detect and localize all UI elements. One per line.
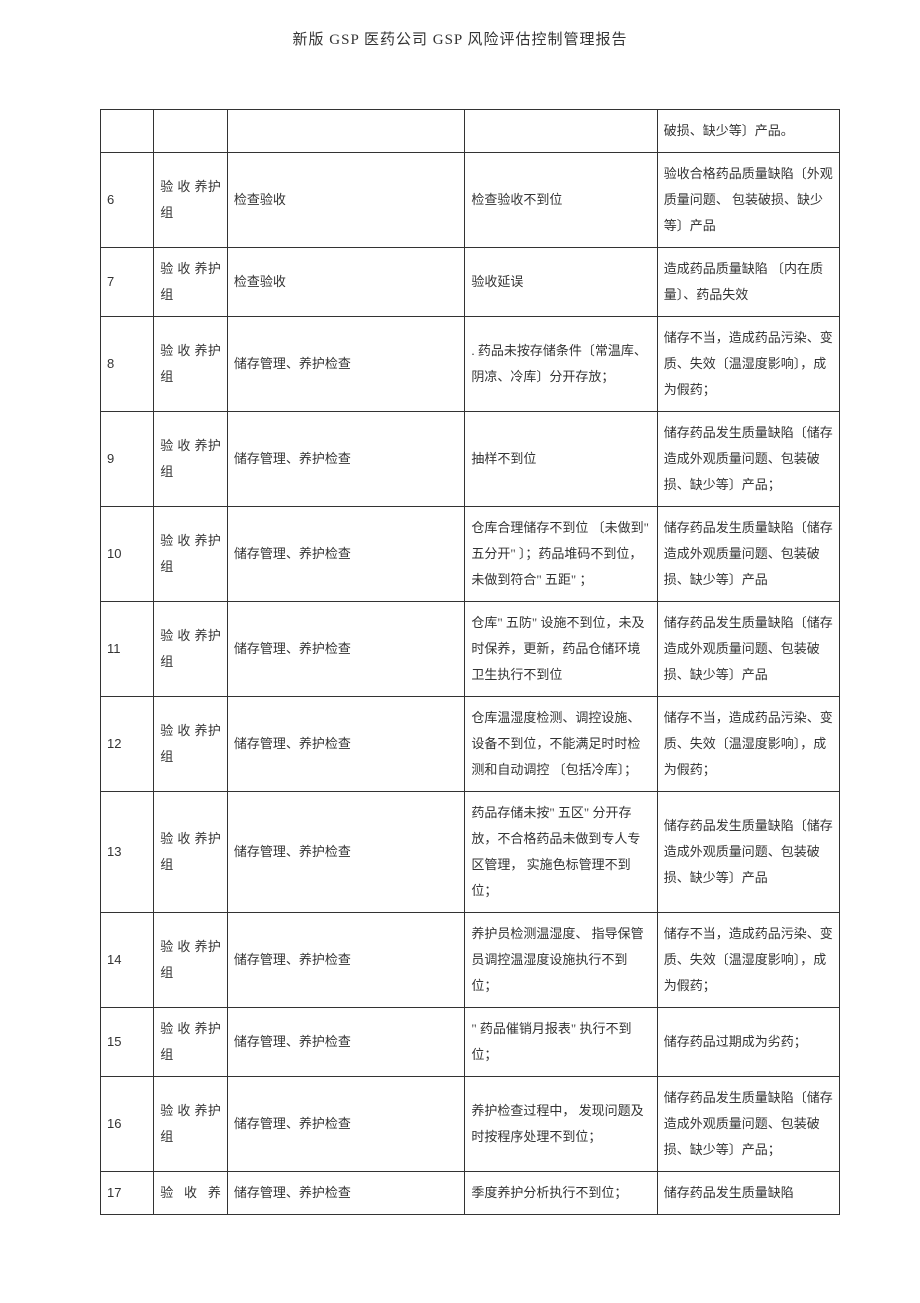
- cell-num: 7: [101, 248, 154, 317]
- cell-consequence: 储存不当，造成药品污染、变质、失效〔温湿度影响〕，成为假药；: [657, 913, 839, 1008]
- cell-activity: 储存管理、养护检查: [227, 1008, 464, 1077]
- table-row: 12验 收 养护组储存管理、养护检查仓库温湿度检测、调控设施、设备不到位，不能满…: [101, 697, 840, 792]
- cell-group: [154, 110, 228, 153]
- cell-consequence: 储存药品过期成为劣药；: [657, 1008, 839, 1077]
- cell-num: 11: [101, 602, 154, 697]
- cell-activity: 储存管理、养护检查: [227, 913, 464, 1008]
- cell-num: 9: [101, 412, 154, 507]
- cell-consequence: 储存不当，造成药品污染、变质、失效〔温湿度影响〕，成为假药；: [657, 317, 839, 412]
- cell-group: 验 收 养: [154, 1172, 228, 1215]
- cell-activity: [227, 110, 464, 153]
- cell-risk: " 药品催销月报表" 执行不到位；: [465, 1008, 657, 1077]
- cell-activity: 储存管理、养护检查: [227, 602, 464, 697]
- cell-consequence: 储存药品发生质量缺陷: [657, 1172, 839, 1215]
- cell-activity: 储存管理、养护检查: [227, 792, 464, 913]
- cell-num: 13: [101, 792, 154, 913]
- cell-risk: 抽样不到位: [465, 412, 657, 507]
- table-row: 11验 收 养护组储存管理、养护检查仓库" 五防" 设施不到位，未及时保养，更新…: [101, 602, 840, 697]
- cell-risk: 仓库温湿度检测、调控设施、设备不到位，不能满足时时检测和自动调控 〔包括冷库〕；: [465, 697, 657, 792]
- risk-table: 破损、缺少等〕产品。6验 收 养护组检查验收检查验收不到位验收合格药品质量缺陷〔…: [100, 109, 840, 1215]
- table-row: 16验 收 养护组储存管理、养护检查养护检查过程中， 发现问题及时按程序处理不到…: [101, 1077, 840, 1172]
- cell-consequence: 储存药品发生质量缺陷〔储存造成外观质量问题、包装破损、缺少等〕产品: [657, 507, 839, 602]
- cell-risk: 仓库" 五防" 设施不到位，未及时保养，更新，药品仓储环境卫生执行不到位: [465, 602, 657, 697]
- cell-consequence: 储存药品发生质量缺陷〔储存造成外观质量问题、包装破损、缺少等〕产品；: [657, 412, 839, 507]
- cell-consequence: 储存不当，造成药品污染、变质、失效〔温湿度影响〕，成为假药；: [657, 697, 839, 792]
- document-page: 新版 GSP 医药公司 GSP 风险评估控制管理报告 破损、缺少等〕产品。6验 …: [0, 0, 920, 1215]
- cell-num: 8: [101, 317, 154, 412]
- cell-consequence: 储存药品发生质量缺陷〔储存造成外观质量问题、包装破损、缺少等〕产品: [657, 792, 839, 913]
- cell-risk: 仓库合理储存不到位 〔未做到" 五分开" 〕；药品堆码不到位，未做到符合" 五距…: [465, 507, 657, 602]
- table-row: 9验 收 养护组储存管理、养护检查抽样不到位储存药品发生质量缺陷〔储存造成外观质…: [101, 412, 840, 507]
- cell-activity: 储存管理、养护检查: [227, 1172, 464, 1215]
- cell-num: 15: [101, 1008, 154, 1077]
- table-row: 15验 收 养护组储存管理、养护检查" 药品催销月报表" 执行不到位；储存药品过…: [101, 1008, 840, 1077]
- cell-activity: 储存管理、养护检查: [227, 317, 464, 412]
- risk-table-body: 破损、缺少等〕产品。6验 收 养护组检查验收检查验收不到位验收合格药品质量缺陷〔…: [101, 110, 840, 1215]
- cell-risk: 验收延误: [465, 248, 657, 317]
- cell-activity: 储存管理、养护检查: [227, 412, 464, 507]
- cell-activity: 储存管理、养护检查: [227, 1077, 464, 1172]
- cell-consequence: 破损、缺少等〕产品。: [657, 110, 839, 153]
- table-row: 14验 收 养护组储存管理、养护检查养护员检测温湿度、 指导保管员调控温湿度设施…: [101, 913, 840, 1008]
- table-row: 6验 收 养护组检查验收检查验收不到位验收合格药品质量缺陷〔外观质量问题、 包装…: [101, 153, 840, 248]
- cell-group: 验 收 养护组: [154, 913, 228, 1008]
- cell-num: 6: [101, 153, 154, 248]
- cell-num: [101, 110, 154, 153]
- cell-group: 验 收 养护组: [154, 792, 228, 913]
- cell-group: 验 收 养护组: [154, 602, 228, 697]
- cell-risk: . 药品未按存储条件〔常温库、阴凉、冷库〕分开存放；: [465, 317, 657, 412]
- cell-risk: [465, 110, 657, 153]
- cell-risk: 检查验收不到位: [465, 153, 657, 248]
- table-row: 13验 收 养护组储存管理、养护检查药品存储未按" 五区" 分开存放，不合格药品…: [101, 792, 840, 913]
- cell-group: 验 收 养护组: [154, 153, 228, 248]
- cell-consequence: 造成药品质量缺陷 〔内在质量〕、药品失效: [657, 248, 839, 317]
- cell-risk: 养护员检测温湿度、 指导保管员调控温湿度设施执行不到位；: [465, 913, 657, 1008]
- table-row: 17验 收 养储存管理、养护检查季度养护分析执行不到位；储存药品发生质量缺陷: [101, 1172, 840, 1215]
- cell-num: 10: [101, 507, 154, 602]
- cell-group: 验 收 养护组: [154, 507, 228, 602]
- cell-consequence: 储存药品发生质量缺陷〔储存造成外观质量问题、包装破损、缺少等〕产品: [657, 602, 839, 697]
- cell-activity: 检查验收: [227, 153, 464, 248]
- cell-risk: 季度养护分析执行不到位；: [465, 1172, 657, 1215]
- cell-group: 验 收 养护组: [154, 248, 228, 317]
- cell-consequence: 验收合格药品质量缺陷〔外观质量问题、 包装破损、缺少等〕产品: [657, 153, 839, 248]
- cell-group: 验 收 养护组: [154, 1077, 228, 1172]
- cell-num: 16: [101, 1077, 154, 1172]
- table-row: 7验 收 养护组检查验收验收延误造成药品质量缺陷 〔内在质量〕、药品失效: [101, 248, 840, 317]
- cell-num: 14: [101, 913, 154, 1008]
- page-title: 新版 GSP 医药公司 GSP 风险评估控制管理报告: [0, 28, 920, 49]
- cell-group: 验 收 养护组: [154, 1008, 228, 1077]
- cell-risk: 药品存储未按" 五区" 分开存放，不合格药品未做到专人专区管理， 实施色标管理不…: [465, 792, 657, 913]
- cell-consequence: 储存药品发生质量缺陷〔储存造成外观质量问题、包装破损、缺少等〕产品；: [657, 1077, 839, 1172]
- cell-group: 验 收 养护组: [154, 317, 228, 412]
- cell-activity: 储存管理、养护检查: [227, 697, 464, 792]
- cell-num: 17: [101, 1172, 154, 1215]
- cell-risk: 养护检查过程中， 发现问题及时按程序处理不到位；: [465, 1077, 657, 1172]
- cell-group: 验 收 养护组: [154, 697, 228, 792]
- cell-group: 验 收 养护组: [154, 412, 228, 507]
- cell-activity: 储存管理、养护检查: [227, 507, 464, 602]
- table-row: 破损、缺少等〕产品。: [101, 110, 840, 153]
- cell-num: 12: [101, 697, 154, 792]
- table-row: 10验 收 养护组储存管理、养护检查仓库合理储存不到位 〔未做到" 五分开" 〕…: [101, 507, 840, 602]
- table-row: 8验 收 养护组储存管理、养护检查. 药品未按存储条件〔常温库、阴凉、冷库〕分开…: [101, 317, 840, 412]
- cell-activity: 检查验收: [227, 248, 464, 317]
